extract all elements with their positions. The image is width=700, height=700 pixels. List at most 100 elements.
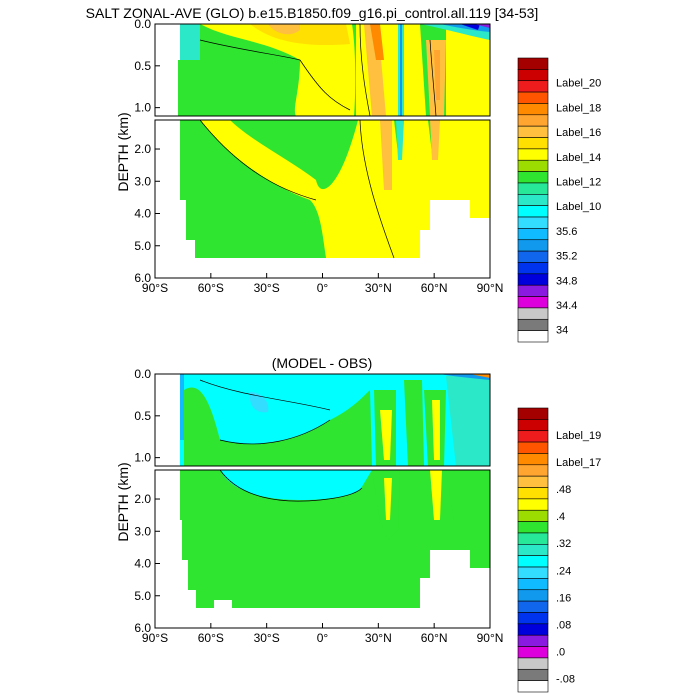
bottom-y-axis-label: DEPTH (km): [115, 462, 131, 541]
bottom-panel: (MODEL - OBS): [115, 355, 601, 693]
colorbar-swatch: [517, 80, 549, 93]
colorbar-swatch: [517, 137, 549, 150]
x-tick-label: 30°S: [254, 281, 280, 295]
colorbar-label: .0: [556, 646, 565, 658]
colorbar-swatch: [517, 555, 549, 568]
colorbar-swatch: [517, 612, 549, 625]
colorbar-label: 35.2: [556, 251, 577, 263]
colorbar-swatch: [517, 273, 549, 286]
colorbar-swatch: [517, 419, 549, 432]
y-tick-label: 0.0: [134, 367, 151, 381]
colorbar-swatch: [517, 284, 549, 297]
colorbar-swatch: [517, 430, 549, 443]
x-tick-label: 90°N: [477, 631, 504, 645]
colorbar-label: .16: [556, 592, 571, 604]
colorbar-label: Label_19: [556, 430, 601, 442]
colorbar-swatch: [517, 250, 549, 263]
colorbar-swatch: [517, 634, 549, 647]
colorbar-swatch: [517, 114, 549, 127]
x-tick-label: 30°N: [365, 631, 392, 645]
colorbar-label: Label_16: [556, 127, 601, 139]
bottom-lower-field: [155, 469, 490, 628]
bottom-upper-frame: [154, 373, 491, 467]
colorbar-swatch: [517, 330, 549, 343]
colorbar-label: Label_10: [556, 201, 601, 213]
top-colorbar: Label_20 Label_18 Label_16 Label_14 Label_12…: [517, 57, 601, 343]
colorbar-swatch: [517, 475, 549, 488]
colorbar-label: .48: [556, 484, 571, 496]
colorbar-label: 35.6: [556, 226, 577, 238]
colorbar-swatch: [517, 668, 549, 681]
y-tick-label: 1.0: [134, 451, 151, 465]
colorbar-swatch: [517, 578, 549, 591]
colorbar-swatch: [517, 487, 549, 500]
colorbar-swatch: [517, 441, 549, 454]
colorbar-label: .24: [556, 565, 571, 577]
top-title: SALT ZONAL-AVE (GLO) b.e15.B1850.f09_g16…: [86, 5, 539, 21]
colorbar-swatch: [517, 657, 549, 670]
bottom-title: (MODEL - OBS): [272, 355, 373, 371]
top-y-axis-label: DEPTH (km): [115, 112, 131, 191]
colorbar-label: Label_12: [556, 176, 601, 188]
colorbar-label: Label_17: [556, 457, 601, 469]
y-tick-label: 0.5: [134, 59, 151, 73]
x-tick-label: 60°N: [421, 281, 448, 295]
y-tick-label: 1.0: [134, 101, 151, 115]
top-upper-frame: [154, 23, 491, 117]
colorbar-swatch: [517, 262, 549, 275]
bottom-axes: 90°S 60°S 30°S 0° 30°N 60°N 90°N 0.0 0.5 1.0 2.0 3.…: [134, 367, 503, 645]
top-axes: 90°S 60°S 30°S 0° 30°N 60°N 90°N 0.0 0.5 1.0 2.0 3.…: [134, 17, 503, 295]
bottom-upper-field: [155, 374, 490, 466]
colorbar-swatch: [517, 509, 549, 522]
colorbar-swatch: [517, 103, 549, 116]
x-tick-label: 30°S: [254, 631, 280, 645]
colorbar-swatch: [517, 589, 549, 602]
colorbar-swatch: [517, 69, 549, 82]
colorbar-swatch: [517, 125, 549, 138]
y-tick-label: 6.0: [134, 621, 151, 635]
colorbar-swatch: [517, 318, 549, 331]
colorbar-swatch: [517, 205, 549, 218]
colorbar-swatch: [517, 600, 549, 613]
y-tick-label: 2.0: [134, 142, 151, 156]
colorbar-label: Label_14: [556, 152, 601, 164]
x-tick-label: 60°N: [421, 631, 448, 645]
bottom-colorbar: Label_19 Label_17 .48 .4 .32 .24 .16 .08 .0 -.08: [517, 407, 601, 693]
colorbar-label: 34: [556, 325, 568, 337]
top-panel: SALT ZONAL-AVE (GLO) b.e15.B1850.f09_g16…: [86, 5, 601, 343]
x-tick-label: 90°N: [477, 281, 504, 295]
y-tick-label: 4.0: [134, 557, 151, 571]
colorbar-swatch: [517, 532, 549, 545]
y-tick-label: 0.5: [134, 409, 151, 423]
y-tick-label: 4.0: [134, 207, 151, 221]
colorbar-swatch: [517, 566, 549, 579]
colorbar-label: 34.8: [556, 275, 577, 287]
colorbar-label: -.08: [556, 673, 575, 685]
colorbar-swatch: [517, 453, 549, 466]
colorbar-swatch: [517, 498, 549, 511]
y-tick-label: 6.0: [134, 271, 151, 285]
colorbar-label: 34.4: [556, 300, 577, 312]
colorbar-swatch: [517, 646, 549, 659]
x-tick-label: 0°: [317, 631, 329, 645]
x-tick-label: 90°S: [142, 281, 168, 295]
colorbar-swatch: [517, 228, 549, 241]
colorbar-swatch: [517, 407, 549, 420]
colorbar-label: .32: [556, 538, 571, 550]
x-tick-label: 90°S: [142, 631, 168, 645]
x-tick-label: 30°N: [365, 281, 392, 295]
colorbar-swatch: [517, 544, 549, 556]
y-tick-label: 5.0: [134, 589, 151, 603]
y-tick-label: 2.0: [134, 492, 151, 506]
colorbar-label: .08: [556, 619, 571, 631]
colorbar-swatch: [517, 57, 549, 70]
colorbar-swatch: [517, 182, 549, 195]
top-lower-field: [155, 119, 490, 278]
colorbar-swatch: [517, 623, 549, 636]
y-tick-label: 3.0: [134, 524, 151, 538]
colorbar-swatch: [517, 159, 549, 172]
colorbar-swatch: [517, 680, 549, 693]
y-tick-label: 5.0: [134, 239, 151, 253]
colorbar-swatch: [517, 307, 549, 320]
